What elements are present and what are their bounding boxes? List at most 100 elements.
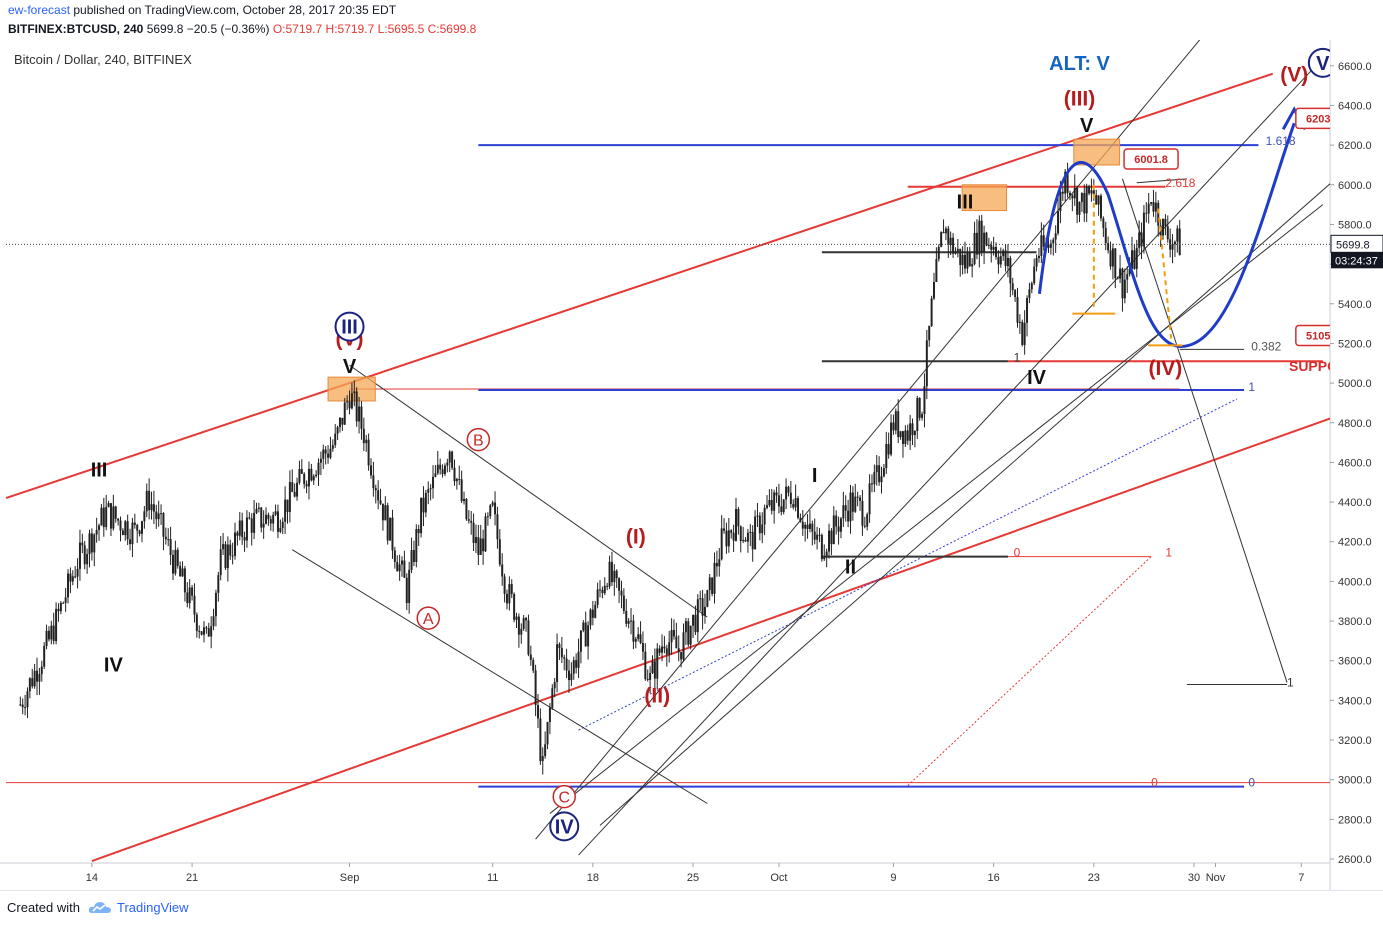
candle-body	[828, 530, 831, 552]
candle-body	[861, 500, 864, 526]
candle-body	[904, 430, 907, 445]
publish-header: ew-forecast published on TradingView.com…	[8, 3, 396, 17]
candle-body	[262, 523, 265, 528]
candle-body	[1028, 289, 1031, 299]
circled-red-marker	[466, 427, 491, 452]
candle-body	[1152, 202, 1155, 212]
price-callout-text: 6203.0	[1306, 113, 1340, 125]
candle-body	[899, 431, 902, 438]
candle-body	[1114, 248, 1117, 278]
x-tick-label: 16	[988, 872, 1000, 884]
candle-body	[410, 550, 413, 570]
candle-body	[121, 530, 124, 536]
y-tick-label: 3600.0	[1338, 656, 1372, 668]
candle-body	[24, 707, 27, 709]
candle-body	[882, 468, 885, 477]
candle-body	[682, 632, 685, 660]
projection-curve	[1037, 122, 1296, 348]
candle-body	[1009, 257, 1012, 284]
candle-body	[649, 673, 652, 680]
candle-body	[412, 550, 415, 562]
candle-body	[906, 430, 909, 441]
candle-body	[1111, 248, 1114, 267]
candle-body	[74, 576, 77, 578]
candle-body	[136, 524, 139, 531]
candle-body	[322, 449, 325, 459]
candle-body	[522, 618, 525, 629]
circled-blue-label: III	[341, 317, 358, 339]
candle-body	[1162, 218, 1165, 236]
candle-body	[234, 532, 237, 556]
candle-body	[1018, 321, 1021, 323]
candle-body	[925, 340, 928, 387]
candle-body	[439, 464, 442, 470]
candle-body	[109, 503, 112, 529]
candle-body	[739, 526, 742, 542]
candle-body	[706, 590, 709, 607]
candle-body	[155, 511, 158, 520]
candle-body	[921, 414, 924, 418]
candle-body	[169, 539, 172, 555]
candle-body	[971, 264, 974, 267]
candle-body	[422, 497, 425, 513]
candle-body	[641, 642, 644, 652]
candle-body	[694, 614, 697, 633]
candle-body	[367, 439, 370, 466]
candle-body	[880, 476, 883, 483]
candle-body	[715, 562, 718, 567]
candle-body	[140, 521, 143, 534]
chart[interactable]: IIIIVVIIIIIIIVV(V)(I)(II)(III)(IV)(V)ALT…	[0, 40, 1383, 890]
candle-body	[1035, 258, 1038, 267]
author-link[interactable]: ew-forecast	[8, 3, 71, 17]
candle-body	[644, 651, 647, 680]
candle-body	[107, 503, 110, 507]
black-short-level	[1136, 178, 1187, 184]
candle-body	[863, 525, 866, 527]
candle-body	[398, 564, 401, 572]
candle-body	[138, 530, 141, 534]
candle-body	[825, 551, 828, 557]
candle-body	[742, 539, 745, 542]
tradingview-brand-link[interactable]: TradingView	[117, 900, 189, 915]
circled-red-marker	[416, 606, 440, 630]
price-callout-box	[1123, 148, 1179, 170]
candle-body	[703, 606, 706, 616]
candle-body	[532, 659, 535, 671]
fib-label: 0	[1014, 546, 1021, 560]
candle-body	[460, 479, 463, 502]
candle-body	[83, 545, 86, 565]
candle-body	[749, 531, 752, 533]
candle-body	[207, 628, 210, 637]
candle-body	[546, 722, 549, 745]
candle-body	[1042, 235, 1045, 247]
price-callout-box	[1295, 324, 1330, 347]
candle-body	[241, 520, 244, 538]
candle-body	[816, 534, 819, 540]
candle-body	[1126, 274, 1129, 280]
candle-body	[1047, 244, 1050, 248]
candle-body	[980, 220, 983, 252]
circled-blue-marker	[334, 311, 365, 342]
candle-body	[565, 658, 568, 671]
candle-body	[195, 614, 198, 631]
candle-body	[527, 620, 530, 655]
y-tick-label: 5400.0	[1338, 299, 1372, 311]
candle-body	[610, 561, 613, 583]
x-tick-label: 7	[1298, 872, 1304, 884]
candle-body	[386, 505, 389, 541]
candle-body	[1033, 266, 1036, 284]
price-callout-box	[1295, 107, 1330, 130]
fib-label: 0.382	[1251, 339, 1281, 353]
candle-body	[935, 259, 938, 283]
candle-body	[482, 538, 485, 552]
candle-body	[396, 562, 399, 572]
candle-body	[887, 444, 890, 455]
candle-body	[1121, 268, 1124, 299]
countdown-tag-text: 03:24:37	[1335, 255, 1378, 267]
candle-body	[835, 515, 838, 527]
candle-body	[1178, 228, 1181, 256]
y-tick-label: 2600.0	[1338, 854, 1372, 866]
candle-body	[222, 544, 225, 550]
candle-body	[67, 573, 70, 598]
candle-body	[317, 462, 320, 475]
